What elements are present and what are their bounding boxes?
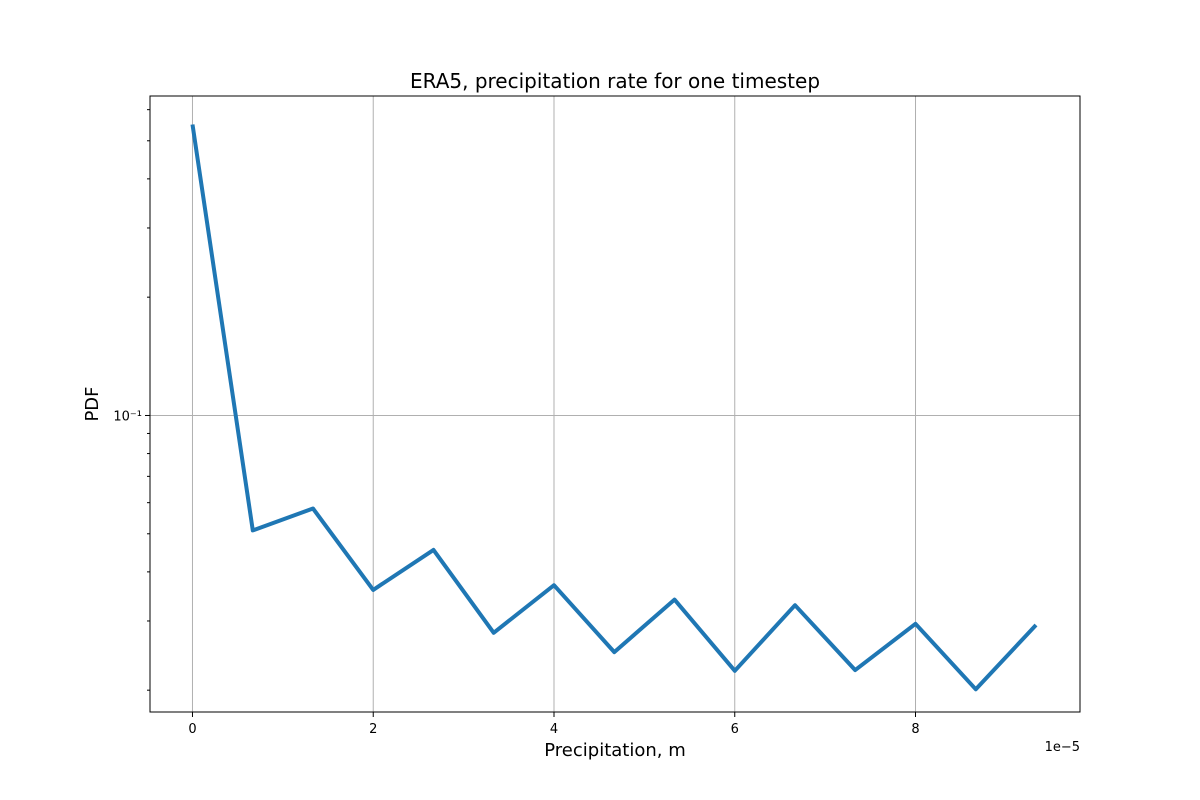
x-tick-label: 6 [731,722,739,737]
x-tick-label: 0 [188,722,196,737]
series-layer [190,124,1038,692]
x-tick-label: 2 [369,722,377,737]
x-axis-offset-label: 1e−5 [1045,740,1080,755]
plot-frame [149,95,1081,713]
x-tick-label: 4 [550,722,558,737]
y-tick-label: 10⁻¹ [113,409,142,424]
grid-lines [150,96,1080,712]
y-axis-label: PDF [82,386,103,421]
x-axis-label: Precipitation, m [544,740,686,761]
series-line [190,124,1038,692]
x-tick-label: 8 [911,722,919,737]
chart-title: ERA5, precipitation rate for one timeste… [410,69,820,93]
axis-ticks: 0 2 4 6 8 10⁻¹ [113,109,920,737]
